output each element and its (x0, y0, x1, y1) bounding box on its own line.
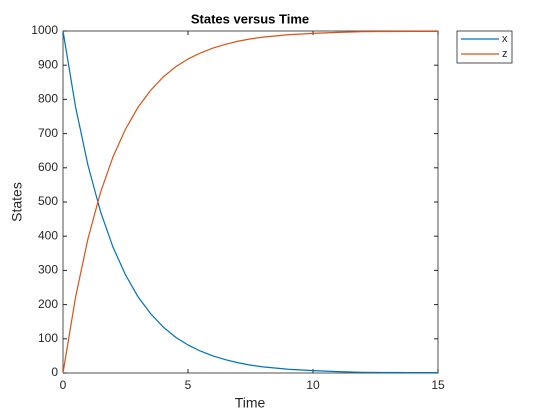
line (62, 30, 438, 374)
y-tick-label: 300 (38, 263, 58, 277)
legend-label: z (502, 48, 508, 60)
y-tick-label: 1000 (31, 23, 58, 37)
y-tick-label: 700 (38, 126, 58, 140)
y-tick-label: 400 (38, 228, 58, 242)
x-tick-label: 5 (185, 378, 192, 392)
y-tick-label: 100 (38, 331, 58, 345)
x-tick-label: 0 (60, 378, 67, 392)
line (62, 30, 438, 374)
chart-title: States versus Time (191, 11, 309, 26)
y-tick-label: 200 (38, 297, 58, 311)
legend-label: x (502, 33, 508, 45)
y-tick-label: 500 (38, 194, 58, 208)
y-tick-label: 600 (38, 160, 58, 174)
y-axis-label: States (9, 182, 25, 222)
y-tick-label: 0 (51, 365, 58, 379)
legend-box (456, 30, 513, 64)
plot-area (62, 30, 439, 374)
y-tick-label: 900 (38, 57, 58, 71)
x-tick-label: 10 (306, 378, 320, 392)
x-tick-label: 15 (431, 378, 445, 392)
y-tick-label: 800 (38, 92, 58, 106)
x-axis-label: Time (235, 395, 266, 411)
